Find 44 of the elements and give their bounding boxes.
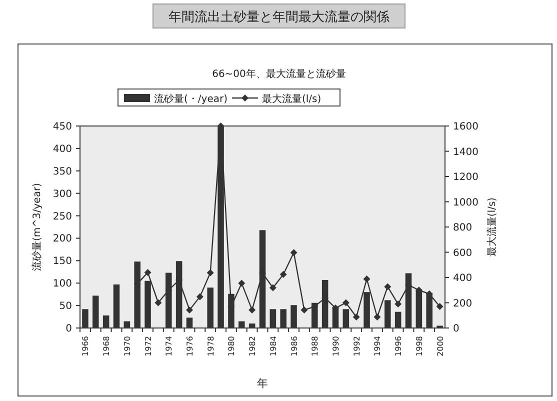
x-tick-label: 2000 [436, 336, 445, 356]
x-tick-label: 1984 [268, 336, 278, 356]
y2-tick-label: 1200 [453, 172, 478, 183]
x-tick-label: 1996 [394, 336, 404, 356]
x-tick-label: 1998 [414, 336, 424, 356]
x-tick-label: 1966 [81, 336, 90, 356]
x-tick-label: 1982 [248, 336, 258, 356]
y-tick-label: 450 [52, 122, 72, 132]
chart-subtitle: 66~00年、最大流量と流砂量 [212, 68, 346, 80]
y2-tick-label: 600 [453, 248, 472, 259]
x-tick-label: 1974 [164, 336, 174, 356]
y-tick-label: 250 [52, 211, 72, 222]
y-tick-label: 350 [52, 166, 72, 178]
x-tick-label: 1970 [122, 336, 132, 356]
legend-label: 流砂量(・/year) [154, 93, 228, 105]
y2-tick-label: 1600 [453, 122, 478, 132]
x-tick-label: 1992 [352, 336, 362, 356]
y-axis-title: 流砂量(m^3/year) [31, 182, 43, 271]
y-tick-label: 0 [66, 324, 72, 334]
y-tick-label: 150 [52, 256, 72, 268]
y-tick-label: 400 [52, 144, 72, 155]
x-tick-label: 1986 [290, 336, 299, 356]
x-tick-label: 1978 [206, 336, 216, 356]
y-tick-label: 100 [52, 278, 72, 290]
y2-tick-label: 200 [453, 298, 472, 310]
y2-tick-label: 1000 [453, 197, 478, 208]
y2-axis-title: 最大流量(l/s) [486, 197, 498, 257]
x-tick-label: 1988 [310, 336, 320, 356]
x-axis-title: 年 [257, 377, 268, 390]
x-tick-label: 1994 [373, 336, 382, 356]
x-tick-label: 1980 [227, 336, 236, 356]
x-tick-label: 1968 [102, 336, 112, 356]
x-tick-label: 1976 [186, 336, 194, 356]
y-tick-label: 200 [52, 234, 72, 245]
y2-tick-label: 1400 [453, 146, 478, 158]
y-tick-label: 300 [52, 188, 72, 200]
y2-tick-label: 400 [453, 273, 472, 284]
chart-title: 年間流出土砂量と年間最大流量の関係 [168, 9, 390, 25]
y2-tick-label: 0 [453, 324, 460, 334]
x-tick-label: 1972 [144, 336, 153, 356]
legend-label: 最大流量(l/s) [262, 93, 322, 105]
y2-tick-label: 800 [453, 222, 472, 234]
x-tick-label: 1990 [332, 336, 340, 356]
y-tick-label: 50 [59, 301, 72, 312]
